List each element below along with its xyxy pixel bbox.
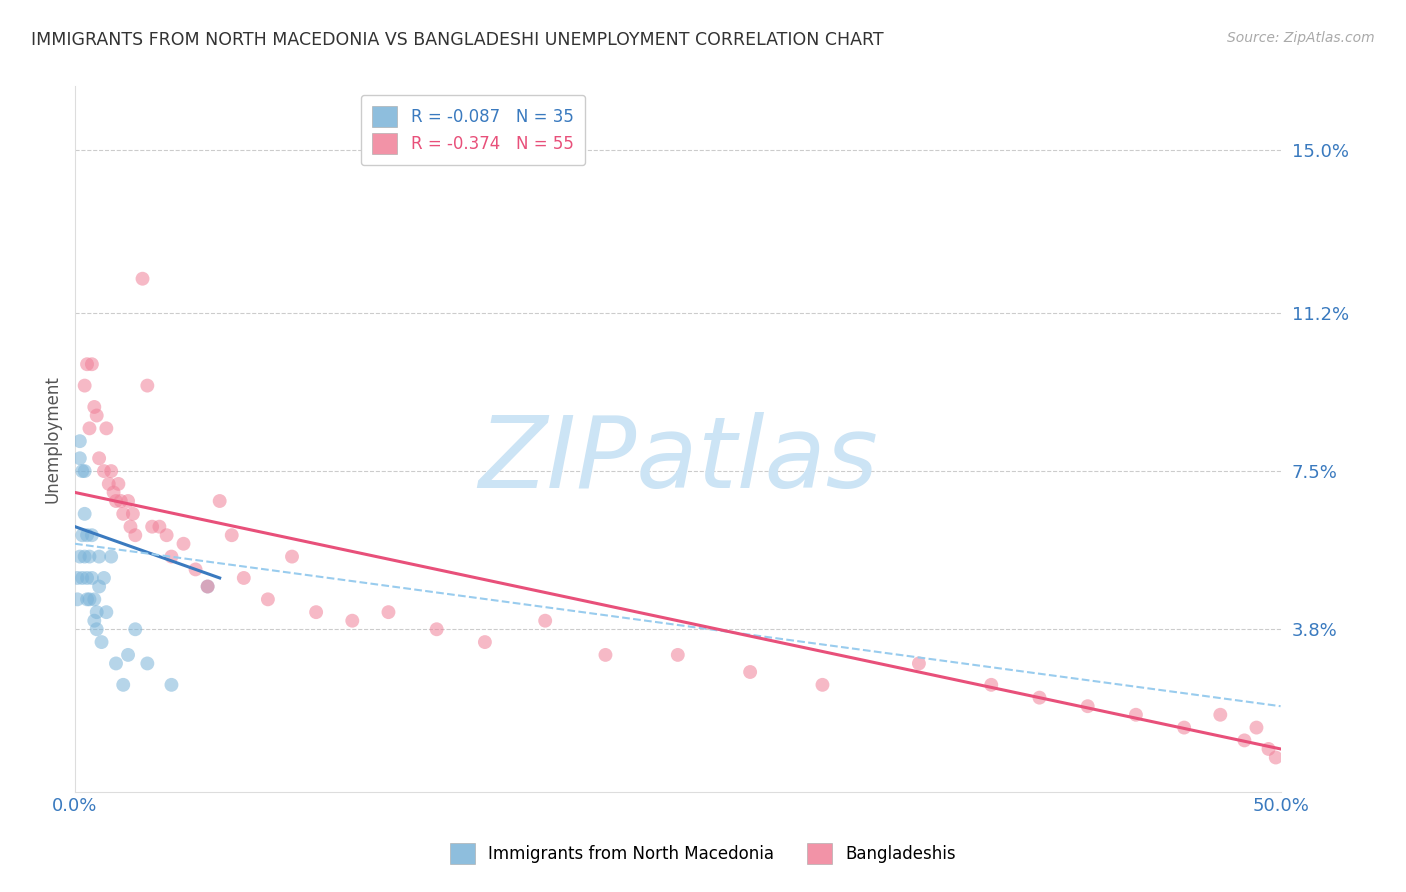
Text: Source: ZipAtlas.com: Source: ZipAtlas.com — [1227, 31, 1375, 45]
Point — [1209, 707, 1232, 722]
Point — [120, 519, 142, 533]
Legend: Immigrants from North Macedonia, Bangladeshis: Immigrants from North Macedonia, Banglad… — [443, 837, 963, 871]
Point — [87, 549, 110, 564]
Point — [908, 657, 931, 671]
Point — [112, 678, 135, 692]
Point — [70, 528, 93, 542]
Point — [90, 635, 112, 649]
Point — [73, 507, 96, 521]
Point — [73, 378, 96, 392]
Point — [105, 494, 128, 508]
Point — [148, 519, 170, 533]
Y-axis label: Unemployment: Unemployment — [44, 376, 60, 503]
Point — [69, 549, 91, 564]
Point — [112, 507, 135, 521]
Point — [124, 622, 146, 636]
Point — [305, 605, 328, 619]
Point — [117, 494, 139, 508]
Point — [66, 571, 89, 585]
Point — [1233, 733, 1256, 747]
Point — [80, 357, 103, 371]
Point — [87, 451, 110, 466]
Point — [79, 592, 101, 607]
Point — [173, 537, 195, 551]
Point — [79, 421, 101, 435]
Point — [141, 519, 163, 533]
Point — [1264, 750, 1286, 764]
Point — [221, 528, 243, 542]
Point — [1173, 721, 1195, 735]
Point — [70, 571, 93, 585]
Point — [79, 549, 101, 564]
Point — [86, 409, 108, 423]
Point — [666, 648, 689, 662]
Point — [122, 507, 145, 521]
Point — [96, 605, 118, 619]
Point — [281, 549, 304, 564]
Point — [93, 571, 115, 585]
Point — [96, 421, 118, 435]
Point — [160, 678, 183, 692]
Point — [69, 451, 91, 466]
Point — [208, 494, 231, 508]
Point — [86, 605, 108, 619]
Point — [377, 605, 399, 619]
Point — [811, 678, 834, 692]
Point — [197, 580, 219, 594]
Point — [980, 678, 1002, 692]
Point — [124, 528, 146, 542]
Point — [80, 571, 103, 585]
Point — [534, 614, 557, 628]
Text: ZIPatlas: ZIPatlas — [478, 412, 877, 508]
Point — [474, 635, 496, 649]
Point — [342, 614, 364, 628]
Point — [93, 464, 115, 478]
Point — [70, 464, 93, 478]
Point — [426, 622, 449, 636]
Point — [136, 378, 159, 392]
Point — [76, 528, 98, 542]
Point — [136, 657, 159, 671]
Text: IMMIGRANTS FROM NORTH MACEDONIA VS BANGLADESHI UNEMPLOYMENT CORRELATION CHART: IMMIGRANTS FROM NORTH MACEDONIA VS BANGL… — [31, 31, 883, 49]
Point — [76, 357, 98, 371]
Point — [110, 494, 132, 508]
Point — [86, 622, 108, 636]
Point — [1077, 699, 1099, 714]
Point — [184, 562, 207, 576]
Point — [83, 592, 105, 607]
Point — [257, 592, 280, 607]
Point — [87, 580, 110, 594]
Point — [97, 477, 120, 491]
Point — [100, 549, 122, 564]
Point — [740, 665, 762, 679]
Point — [83, 614, 105, 628]
Point — [107, 477, 129, 491]
Point — [80, 528, 103, 542]
Point — [1125, 707, 1147, 722]
Point — [117, 648, 139, 662]
Point — [232, 571, 254, 585]
Point — [1257, 742, 1279, 756]
Point — [595, 648, 617, 662]
Point — [1246, 721, 1268, 735]
Point — [131, 271, 153, 285]
Point — [156, 528, 179, 542]
Point — [76, 592, 98, 607]
Point — [105, 657, 128, 671]
Point — [83, 400, 105, 414]
Point — [73, 464, 96, 478]
Point — [160, 549, 183, 564]
Point — [1028, 690, 1050, 705]
Point — [66, 592, 89, 607]
Point — [76, 571, 98, 585]
Point — [103, 485, 125, 500]
Point — [73, 549, 96, 564]
Point — [100, 464, 122, 478]
Point — [69, 434, 91, 449]
Point — [197, 580, 219, 594]
Legend: R = -0.087   N = 35, R = -0.374   N = 55: R = -0.087 N = 35, R = -0.374 N = 55 — [360, 95, 585, 165]
